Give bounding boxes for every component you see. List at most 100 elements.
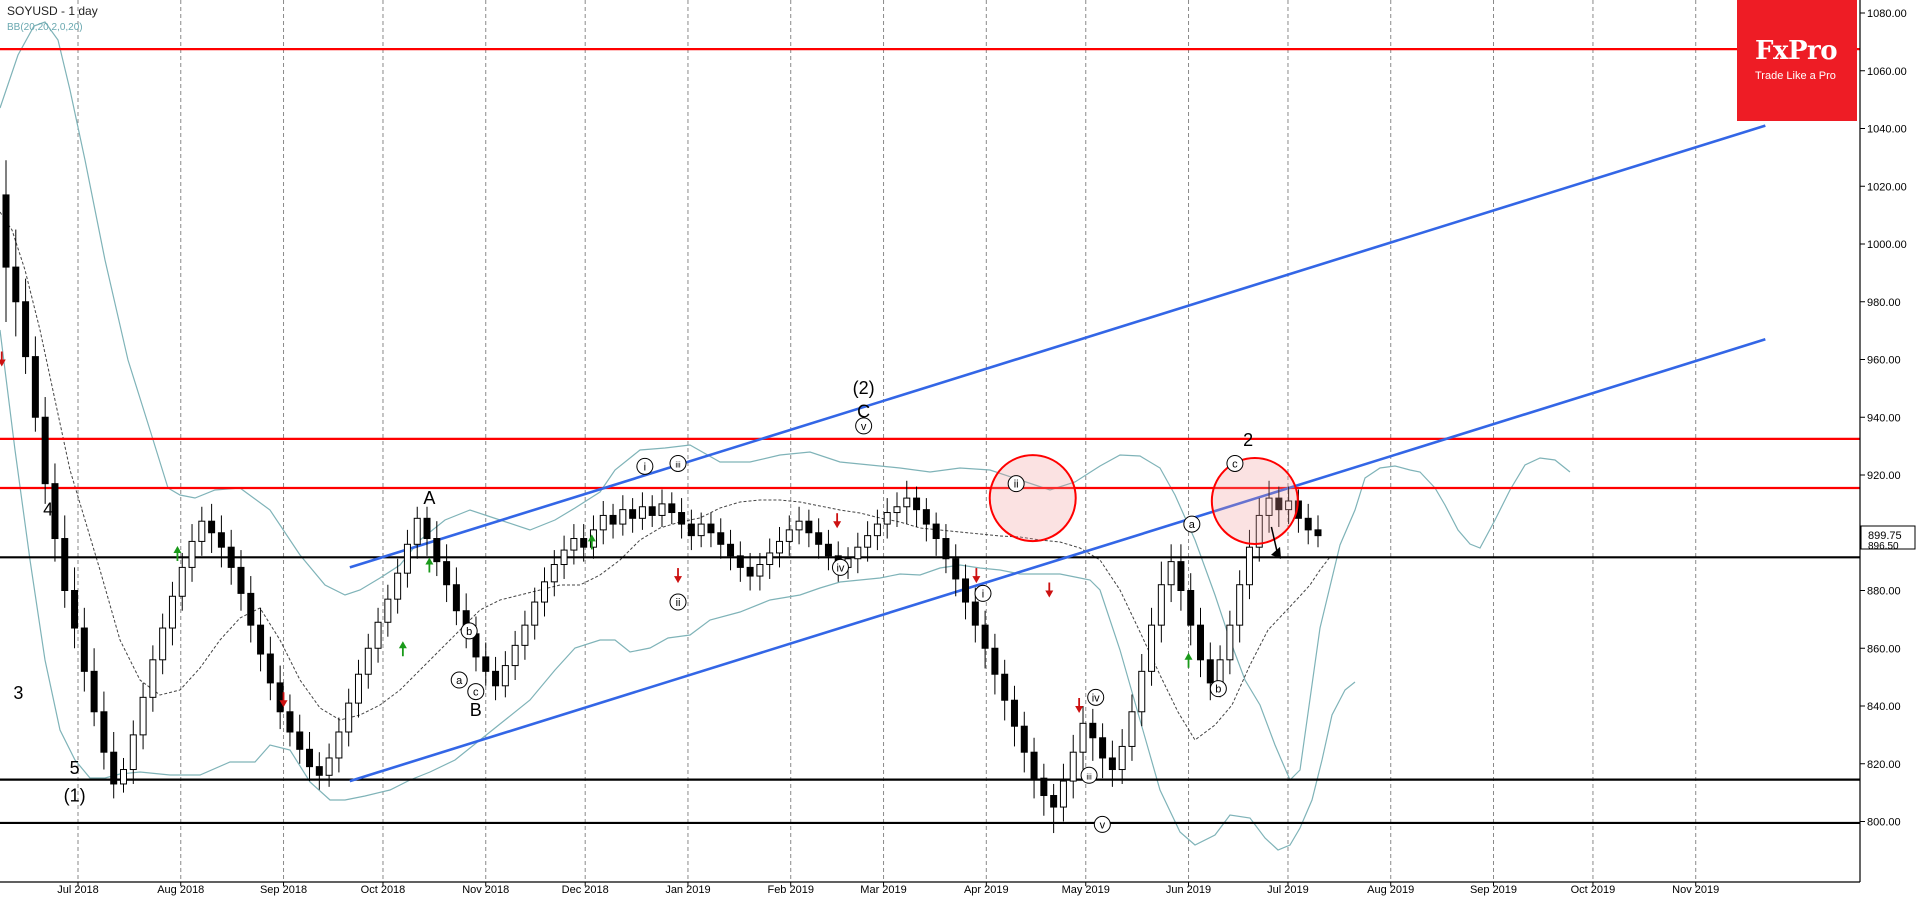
candle-body [159, 627, 167, 661]
wave-label-ring [450, 671, 468, 689]
signal-arrow-down [0, 351, 6, 367]
highlight-circles [988, 454, 1299, 545]
y-tick-label: 980.00 [1867, 297, 1901, 309]
signal-arrow-down [279, 692, 288, 708]
signal-arrow-up [1184, 652, 1193, 668]
wave-label-ring [1183, 515, 1201, 533]
bollinger-bands [0, 21, 1571, 851]
wave-label-ring [636, 457, 654, 475]
candle-body [110, 751, 118, 785]
candle-body [1079, 722, 1087, 753]
candle-body [913, 497, 921, 511]
candle-body [345, 702, 353, 733]
candle-body [795, 520, 803, 531]
wave-label-ring [669, 454, 687, 472]
x-tick-label: Oct 2018 [361, 884, 406, 896]
candle-body [1197, 624, 1205, 661]
candle-body [1157, 584, 1165, 626]
candle-body [1216, 659, 1224, 684]
candle-body [932, 523, 940, 540]
candle-body [570, 538, 578, 551]
candle-body [756, 564, 764, 577]
y-tick-label: 800.00 [1867, 817, 1901, 829]
x-tick-label: Sep 2019 [1470, 884, 1517, 896]
signal-arrow-up [587, 534, 596, 550]
candle-body [1040, 777, 1048, 797]
candle-body [678, 512, 686, 525]
y-tick-label: 940.00 [1867, 412, 1901, 424]
candle-body [1138, 670, 1146, 713]
candle-body [1304, 517, 1312, 531]
y-tick-label: 920.00 [1867, 470, 1901, 482]
candle-body [129, 734, 137, 771]
candle-body [922, 509, 930, 525]
candle-body [247, 592, 255, 626]
x-tick-label: Nov 2019 [1672, 884, 1719, 896]
signal-arrows [0, 351, 1193, 713]
x-axis-background [0, 883, 1860, 898]
channel-line [349, 124, 1766, 569]
wave-label-text: i [982, 588, 984, 600]
wave-label-text: iii [675, 460, 681, 469]
candle-body [217, 532, 225, 548]
wave-label: C [857, 401, 870, 421]
candle-body [1245, 546, 1253, 586]
candle-body [178, 566, 186, 597]
candle-body [394, 572, 402, 600]
candle-body [1089, 722, 1097, 739]
arrow-head [398, 641, 407, 649]
wave-label-ring [1080, 766, 1098, 784]
candle-body [775, 540, 783, 554]
candle-body [1001, 673, 1009, 701]
candle-body [227, 546, 235, 568]
wave-label-text: ii [676, 597, 681, 609]
candle-body [2, 194, 10, 268]
candle-body [168, 595, 176, 629]
candle-body [1118, 745, 1126, 771]
arrow-head [173, 545, 182, 553]
y-tick-label: 960.00 [1867, 355, 1901, 367]
signal-arrow-down [1045, 582, 1054, 598]
candle-body [335, 731, 343, 759]
candle-body [71, 590, 79, 629]
candle-body [981, 624, 989, 649]
y-tick-label: 1020.00 [1867, 181, 1907, 193]
candle-body [599, 514, 607, 531]
signal-arrow-down [674, 568, 683, 584]
candle-body [883, 512, 891, 525]
x-tick-label: Oct 2019 [1571, 884, 1616, 896]
candle-body [306, 748, 314, 768]
arrow-head [425, 557, 434, 565]
candle-body [550, 564, 558, 583]
price-tag-box [1860, 525, 1916, 550]
candle-body [501, 665, 509, 687]
candle-body [766, 552, 774, 566]
wave-label: A [423, 488, 435, 508]
bollinger-lower [0, 329, 1356, 851]
candle-body [12, 266, 20, 303]
wave-label-circled: a [1183, 515, 1201, 533]
candle-body [873, 523, 881, 537]
y-axis: 800.00820.00840.00860.00880.00900.00920.… [1859, 0, 1918, 898]
wave-label: 2 [1243, 430, 1253, 450]
wave-label-text: c [1232, 458, 1238, 470]
candle-body [824, 543, 832, 557]
candle-body [942, 538, 950, 560]
candle-body [257, 624, 265, 655]
candle-body [51, 483, 59, 540]
wave-label-ring [467, 683, 485, 701]
candle-body [492, 670, 500, 687]
candle-body [433, 538, 441, 563]
x-tick-label: Aug 2019 [1367, 884, 1414, 896]
candle-body [541, 581, 549, 603]
x-tick-label: Jun 2019 [1166, 884, 1211, 896]
arrow-head [0, 359, 6, 367]
arrow-head [972, 576, 981, 584]
candle-body [276, 682, 284, 713]
wave-label-text: iv [836, 562, 844, 574]
candle-body [746, 566, 754, 577]
wave-label-circled: i [636, 457, 654, 475]
candle-body [22, 301, 30, 358]
